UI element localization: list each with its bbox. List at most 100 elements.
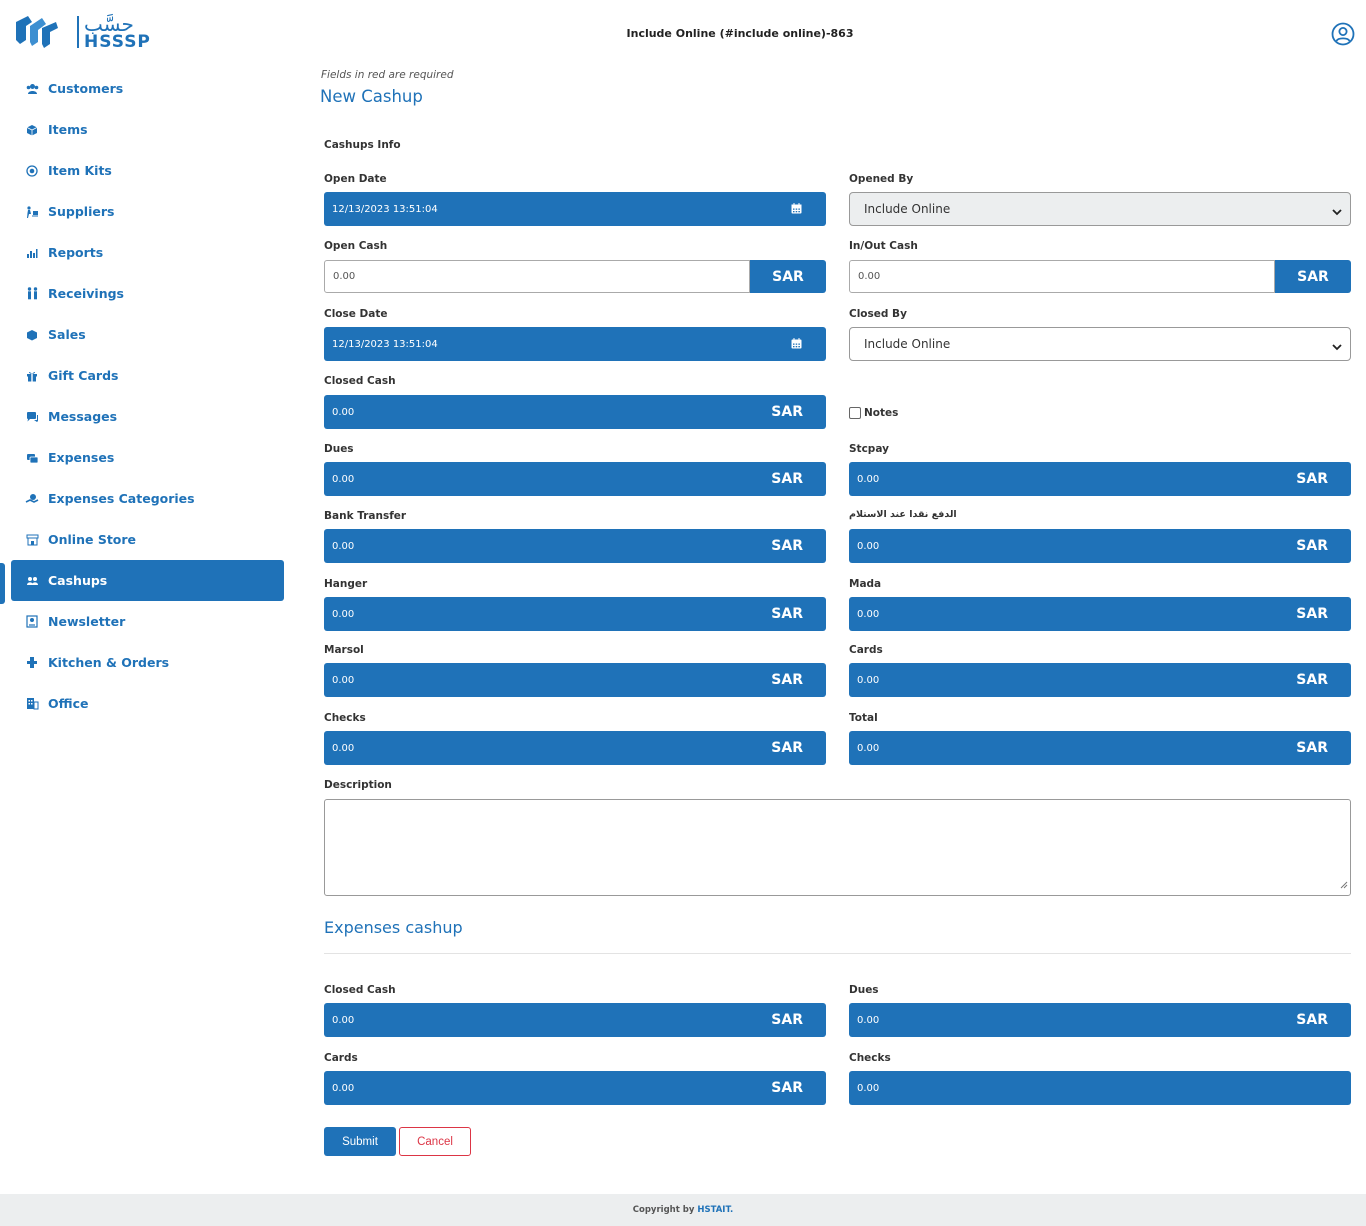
- open-cash-currency: SAR: [750, 260, 826, 293]
- close-date-input[interactable]: 12/13/2023 13:51:04: [324, 327, 826, 361]
- footer-brand-link[interactable]: HSTAIT.: [697, 1205, 734, 1215]
- sidebar-item-label: Office: [48, 696, 89, 711]
- resize-handle-icon[interactable]: [1340, 874, 1348, 893]
- currency-label: SAR: [1296, 1012, 1328, 1028]
- cash-on-delivery-input[interactable]: 0.00 SAR: [849, 529, 1351, 563]
- sidebar-item-label: Reports: [48, 245, 104, 260]
- in-out-cash-value: 0.00: [858, 271, 881, 282]
- expenses-checks-input[interactable]: 0.00: [849, 1071, 1351, 1105]
- cards-input[interactable]: 0.00 SAR: [849, 663, 1351, 697]
- currency-label: SAR: [771, 471, 803, 487]
- currency-label: SAR: [771, 404, 803, 420]
- currency-label: SAR: [771, 1012, 803, 1028]
- sidebar-item-expenses[interactable]: Expenses: [0, 437, 290, 478]
- currency-label: SAR: [1296, 672, 1328, 688]
- sidebar: Customers Items Item Kits Suppliers Repo…: [0, 68, 290, 724]
- sidebar-item-kitchen-orders[interactable]: Kitchen & Orders: [0, 642, 290, 683]
- expenses-cards-value: 0.00: [332, 1082, 355, 1094]
- bank-transfer-input[interactable]: 0.00 SAR: [324, 529, 826, 563]
- newsletter-icon: [25, 615, 39, 629]
- open-date-input[interactable]: 12/13/2023 13:51:04: [324, 192, 826, 226]
- stcpay-value: 0.00: [857, 473, 880, 485]
- calendar-icon[interactable]: [791, 338, 802, 352]
- expenses-closed-cash-input[interactable]: 0.00 SAR: [324, 1003, 826, 1037]
- notes-checkbox[interactable]: [849, 407, 861, 419]
- closed-by-value: Include Online: [864, 337, 951, 351]
- closed-by-label: Closed By: [849, 308, 907, 320]
- sidebar-item-label: Receivings: [48, 286, 124, 301]
- sidebar-item-newsletter[interactable]: Newsletter: [0, 601, 290, 642]
- closed-cash-input[interactable]: 0.00 SAR: [324, 395, 826, 429]
- open-cash-input[interactable]: 0.00: [324, 260, 750, 293]
- opened-by-select[interactable]: Include Online: [849, 192, 1351, 226]
- sidebar-item-receivings[interactable]: Receivings: [0, 273, 290, 314]
- sidebar-item-label: Customers: [48, 81, 124, 96]
- expenses-dues-input[interactable]: 0.00 SAR: [849, 1003, 1351, 1037]
- sidebar-item-cashups[interactable]: Cashups: [11, 560, 284, 601]
- sidebar-item-label: Gift Cards: [48, 368, 119, 383]
- opened-by-value: Include Online: [864, 202, 951, 216]
- marsol-label: Marsol: [324, 644, 364, 656]
- footer: Copyright by HSTAIT.: [0, 1194, 1366, 1226]
- total-label: Total: [849, 712, 878, 724]
- cash-on-delivery-value: 0.00: [857, 540, 880, 552]
- checks-label: Checks: [324, 712, 366, 724]
- checks-input[interactable]: 0.00 SAR: [324, 731, 826, 765]
- marsol-input[interactable]: 0.00 SAR: [324, 663, 826, 697]
- expenses-closed-cash-value: 0.00: [332, 1014, 355, 1026]
- box-icon: [25, 123, 39, 137]
- cancel-button[interactable]: Cancel: [399, 1127, 471, 1156]
- categories-icon: [25, 492, 39, 506]
- sidebar-item-sales[interactable]: Sales: [0, 314, 290, 355]
- currency-label: SAR: [1296, 538, 1328, 554]
- dues-input[interactable]: 0.00 SAR: [324, 462, 826, 496]
- in-out-cash-input[interactable]: 0.00: [849, 260, 1275, 293]
- total-value: 0.00: [857, 742, 880, 754]
- sidebar-item-reports[interactable]: Reports: [0, 232, 290, 273]
- sidebar-item-label: Expenses: [48, 450, 115, 465]
- sidebar-item-items[interactable]: Items: [0, 109, 290, 150]
- hanger-input[interactable]: 0.00 SAR: [324, 597, 826, 631]
- notes-label: Notes: [864, 407, 899, 419]
- dues-value: 0.00: [332, 473, 355, 485]
- expenses-cards-input[interactable]: 0.00 SAR: [324, 1071, 826, 1105]
- sidebar-item-online-store[interactable]: Online Store: [0, 519, 290, 560]
- expenses-cashup-title: Expenses cashup: [324, 918, 463, 937]
- receiving-icon: [25, 287, 39, 301]
- sidebar-item-expenses-categories[interactable]: Expenses Categories: [0, 478, 290, 519]
- cards-value: 0.00: [857, 674, 880, 686]
- marsol-value: 0.00: [332, 674, 355, 686]
- sidebar-item-gift-cards[interactable]: Gift Cards: [0, 355, 290, 396]
- mada-value: 0.00: [857, 608, 880, 620]
- sidebar-item-item-kits[interactable]: Item Kits: [0, 150, 290, 191]
- logo-english-text: HSSSP: [84, 32, 151, 52]
- description-textarea[interactable]: [324, 799, 1351, 896]
- dues-label: Dues: [324, 443, 354, 455]
- submit-button[interactable]: Submit: [324, 1127, 396, 1156]
- currency-label: SAR: [771, 1080, 803, 1096]
- sidebar-item-label: Items: [48, 122, 88, 137]
- expenses-dues-label: Dues: [849, 984, 879, 996]
- sidebar-item-customers[interactable]: Customers: [0, 68, 290, 109]
- stcpay-label: Stcpay: [849, 443, 889, 455]
- in-out-cash-currency: SAR: [1275, 260, 1351, 293]
- stcpay-input[interactable]: 0.00 SAR: [849, 462, 1351, 496]
- supplier-icon: [25, 205, 39, 219]
- hanger-label: Hanger: [324, 578, 368, 590]
- sidebar-item-suppliers[interactable]: Suppliers: [0, 191, 290, 232]
- closed-by-select[interactable]: Include Online: [849, 327, 1351, 361]
- sidebar-item-messages[interactable]: Messages: [0, 396, 290, 437]
- close-date-value: 12/13/2023 13:51:04: [332, 338, 438, 350]
- logo[interactable]: حسَّب HSSSP: [12, 12, 150, 52]
- user-profile-icon[interactable]: [1331, 22, 1355, 46]
- calendar-icon[interactable]: [791, 203, 802, 217]
- section-label-cashups-info: Cashups Info: [324, 139, 401, 151]
- currency-label: SAR: [1296, 740, 1328, 756]
- currency-label: SAR: [771, 606, 803, 622]
- sidebar-item-office[interactable]: Office: [0, 683, 290, 724]
- total-input[interactable]: 0.00 SAR: [849, 731, 1351, 765]
- mada-input[interactable]: 0.00 SAR: [849, 597, 1351, 631]
- closed-cash-value: 0.00: [332, 406, 355, 418]
- close-date-label: Close Date: [324, 308, 388, 320]
- notes-checkbox-wrap[interactable]: Notes: [849, 407, 898, 419]
